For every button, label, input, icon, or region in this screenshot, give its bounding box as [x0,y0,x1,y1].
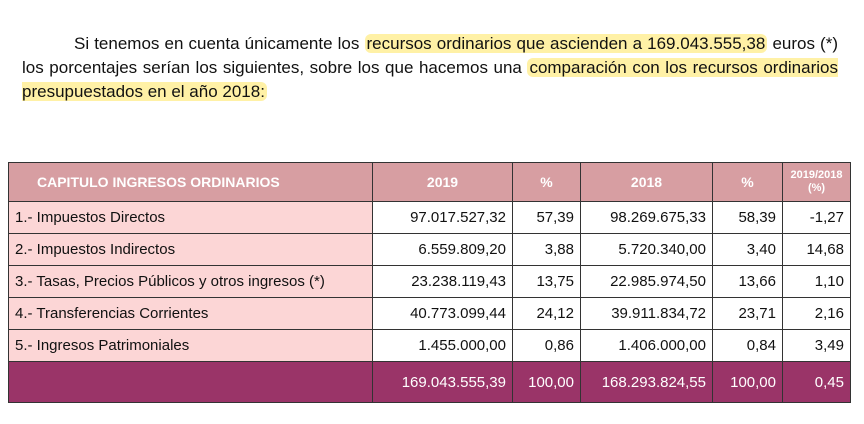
cell: 2,16 [782,297,851,330]
row-label: 1.- Impuestos Directos [8,201,373,234]
cell: 39.911.834,72 [580,297,713,330]
total-row: 169.043.555,39 100,00 168.293.824,55 100,00… [8,361,851,403]
cell: 22.985.974,50 [580,265,713,298]
cell: 14,68 [782,233,851,266]
cell: 3,40 [712,233,783,266]
table-row: 3.- Tasas, Precios Públicos y otros ingr… [8,265,851,298]
cell: -1,27 [782,201,851,234]
total-cell: 168.293.824,55 [580,361,713,403]
cell: 24,12 [512,297,581,330]
income-table: CAPITULO INGRESOS ORDINARIOS 2019% 2018% 20… [8,162,851,403]
total-cell: 0,45 [782,361,851,403]
cell: 97.017.527,32 [372,201,513,234]
header-cell: 2018 [580,162,713,202]
cell: 98.269.675,33 [580,201,713,234]
header-row: CAPITULO INGRESOS ORDINARIOS 2019% 2018% 20… [8,162,851,202]
header-cell: CAPITULO INGRESOS ORDINARIOS [8,162,373,202]
cell: 57,39 [512,201,581,234]
cell: 6.559.809,20 [372,233,513,266]
table-row: 2.- Impuestos Indirectos 6.559.809,20 3,88… [8,233,851,266]
cell: 13,75 [512,265,581,298]
cell: 23,71 [712,297,783,330]
text: euros (*) los porcentajes serían los sig… [22,34,838,77]
cell: 1,10 [782,265,851,298]
table-row: 1.- Impuestos Directos 97.017.527,32 57,39… [8,201,851,234]
cell: 0,84 [712,329,783,362]
total-cell: 100,00 [712,361,783,403]
cell: 13,66 [712,265,783,298]
highlight: recursos ordinarios que ascienden a 169.… [364,34,768,53]
cell: 0,86 [512,329,581,362]
cell: 40.773.099,44 [372,297,513,330]
cell: 5.720.340,00 [580,233,713,266]
cell: 58,39 [712,201,783,234]
header-cell: % [512,162,581,202]
cell: 1.455.000,00 [372,329,513,362]
header-cell: 2019 [372,162,513,202]
row-label: 3.- Tasas, Precios Públicos y otros ingr… [8,265,373,298]
cell [8,361,373,403]
cell: 23.238.119,43 [372,265,513,298]
row-label: 4.- Transferencias Corrientes [8,297,373,330]
row-label: 5.- Ingresos Patrimoniales [8,329,373,362]
total-cell: 169.043.555,39 [372,361,513,403]
table-row: 5.- Ingresos Patrimoniales 1.455.000,00 0,… [8,329,851,362]
header-cell: % [712,162,783,202]
total-cell: 100,00 [512,361,581,403]
cell: 3,88 [512,233,581,266]
intro-paragraph: Si tenemos en cuenta únicamente los recu… [22,32,838,104]
table-row: 4.- Transferencias Corrientes 40.773.099,… [8,297,851,330]
row-label: 2.- Impuestos Indirectos [8,233,373,266]
text: Si tenemos en cuenta únicamente los [74,34,360,53]
header-cell: 2019/2018 (%) [782,162,851,202]
cell: 3,49 [782,329,851,362]
cell: 1.406.000,00 [580,329,713,362]
